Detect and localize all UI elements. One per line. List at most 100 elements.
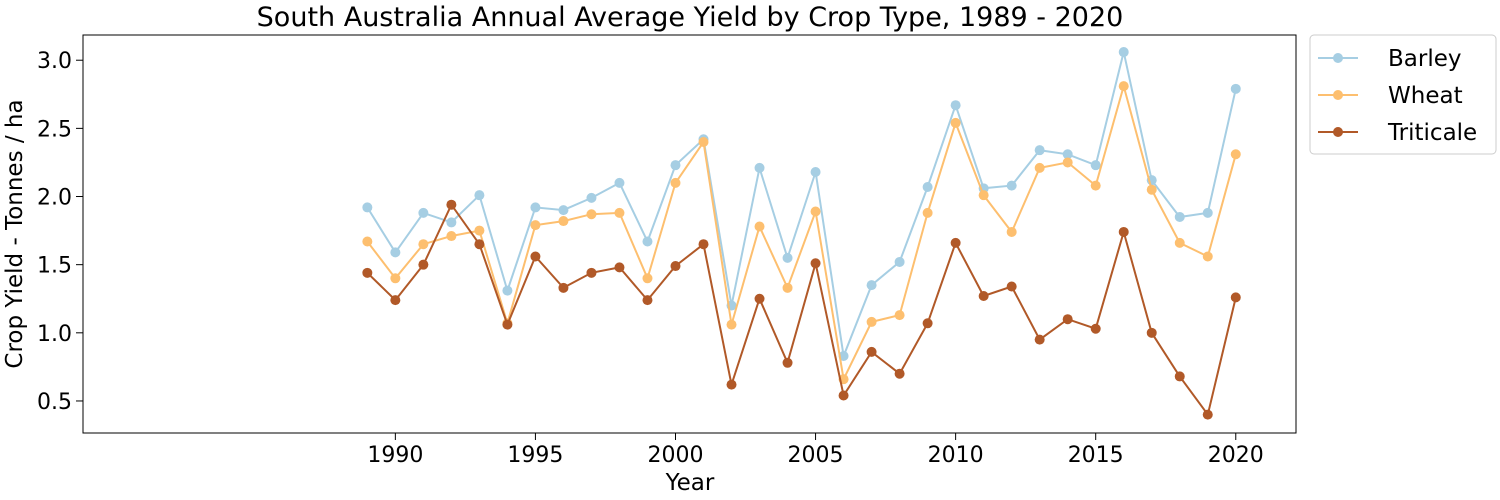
data-point-triticale bbox=[866, 346, 877, 357]
data-point-wheat bbox=[530, 220, 541, 231]
data-point-barley bbox=[782, 252, 793, 263]
data-point-wheat bbox=[950, 117, 961, 128]
data-point-barley bbox=[894, 256, 905, 267]
data-point-barley bbox=[670, 160, 681, 171]
legend-label: Triticale bbox=[1387, 120, 1477, 146]
y-tick-label: 1.5 bbox=[37, 254, 72, 279]
series-line-wheat bbox=[366, 82, 1237, 383]
data-point-barley bbox=[586, 192, 597, 203]
legend-swatch-marker bbox=[1333, 90, 1343, 100]
data-point-barley bbox=[418, 207, 429, 218]
data-point-triticale bbox=[446, 199, 457, 210]
data-point-wheat bbox=[1146, 184, 1157, 195]
data-point-wheat bbox=[698, 136, 709, 147]
data-point-triticale bbox=[558, 282, 569, 293]
data-point-wheat bbox=[1230, 149, 1241, 160]
data-point-triticale bbox=[950, 237, 961, 248]
data-point-barley bbox=[1174, 211, 1185, 222]
legend-label: Barley bbox=[1388, 46, 1461, 72]
data-point-wheat bbox=[1090, 180, 1101, 191]
x-tick-label: 2015 bbox=[1068, 443, 1124, 468]
data-point-triticale bbox=[782, 357, 793, 368]
data-point-barley bbox=[1034, 145, 1045, 156]
data-point-barley bbox=[1230, 83, 1241, 94]
data-point-triticale bbox=[978, 291, 989, 302]
data-point-triticale bbox=[698, 239, 709, 250]
data-point-barley bbox=[922, 181, 933, 192]
data-point-triticale bbox=[670, 261, 681, 272]
data-point-triticale bbox=[1006, 281, 1017, 292]
data-point-triticale bbox=[418, 259, 429, 270]
data-point-wheat bbox=[558, 216, 569, 227]
y-axis: 0.5 1.0 1.5 2.0 2.5 3.0 bbox=[37, 49, 83, 415]
data-point-wheat bbox=[362, 236, 373, 247]
y-tick-label: 0.5 bbox=[37, 390, 72, 415]
data-point-barley bbox=[1006, 180, 1017, 191]
data-point-wheat bbox=[446, 231, 457, 242]
x-axis-label: Year bbox=[665, 470, 715, 496]
data-point-wheat bbox=[726, 319, 737, 330]
legend-swatch-marker bbox=[1333, 127, 1343, 137]
x-tick-label: 1995 bbox=[507, 443, 563, 468]
data-point-barley bbox=[558, 205, 569, 216]
data-point-barley bbox=[1118, 47, 1129, 58]
data-point-triticale bbox=[726, 379, 737, 390]
legend-label: Wheat bbox=[1388, 83, 1463, 109]
series-wheat bbox=[362, 81, 1241, 385]
data-point-triticale bbox=[894, 368, 905, 379]
x-tick-label: 1990 bbox=[367, 443, 423, 468]
data-point-wheat bbox=[1118, 81, 1129, 92]
data-point-barley bbox=[810, 166, 821, 177]
x-tick-label: 2005 bbox=[788, 443, 844, 468]
data-point-wheat bbox=[1174, 237, 1185, 248]
data-point-triticale bbox=[838, 390, 849, 401]
x-tick-label: 2020 bbox=[1208, 443, 1264, 468]
legend-item-triticale: Triticale bbox=[1318, 120, 1477, 146]
data-point-barley bbox=[754, 162, 765, 173]
data-point-wheat bbox=[1006, 226, 1017, 237]
x-tick-label: 2000 bbox=[647, 443, 703, 468]
data-point-triticale bbox=[1174, 371, 1185, 382]
data-point-triticale bbox=[810, 258, 821, 269]
data-point-wheat bbox=[418, 239, 429, 250]
data-point-wheat bbox=[866, 316, 877, 327]
data-point-wheat bbox=[754, 221, 765, 232]
data-point-barley bbox=[530, 202, 541, 213]
data-point-triticale bbox=[586, 267, 597, 278]
legend-item-barley: Barley bbox=[1318, 46, 1461, 72]
data-point-barley bbox=[390, 247, 401, 258]
legend: Barley Wheat Triticale bbox=[1309, 34, 1497, 155]
y-tick-label: 1.0 bbox=[37, 322, 72, 347]
data-point-wheat bbox=[922, 207, 933, 218]
data-point-triticale bbox=[642, 295, 653, 306]
data-point-barley bbox=[1202, 207, 1213, 218]
data-point-barley bbox=[474, 190, 485, 201]
data-point-barley bbox=[950, 100, 961, 111]
data-point-triticale bbox=[1202, 409, 1213, 420]
data-point-triticale bbox=[614, 262, 625, 273]
data-point-wheat bbox=[642, 273, 653, 284]
legend-frame bbox=[1309, 34, 1497, 155]
data-point-wheat bbox=[1202, 251, 1213, 262]
data-point-wheat bbox=[810, 206, 821, 217]
data-point-barley bbox=[502, 285, 513, 296]
data-point-triticale bbox=[1062, 314, 1073, 325]
data-point-barley bbox=[1090, 160, 1101, 171]
y-axis-label: Crop Yield - Tonnes / ha bbox=[2, 99, 28, 368]
legend-swatch-marker bbox=[1333, 53, 1343, 63]
data-point-triticale bbox=[922, 318, 933, 329]
data-point-triticale bbox=[530, 251, 541, 262]
data-point-wheat bbox=[670, 177, 681, 188]
data-point-barley bbox=[642, 236, 653, 247]
data-point-wheat bbox=[390, 273, 401, 284]
chart-title: South Australia Annual Average Yield by … bbox=[257, 2, 1124, 33]
data-point-triticale bbox=[474, 239, 485, 250]
data-point-wheat bbox=[1034, 162, 1045, 173]
y-tick-label: 2.0 bbox=[37, 186, 72, 211]
data-point-wheat bbox=[978, 190, 989, 201]
data-point-barley bbox=[1062, 149, 1073, 160]
legend-item-wheat: Wheat bbox=[1318, 83, 1463, 109]
data-point-wheat bbox=[782, 282, 793, 293]
data-point-triticale bbox=[390, 295, 401, 306]
